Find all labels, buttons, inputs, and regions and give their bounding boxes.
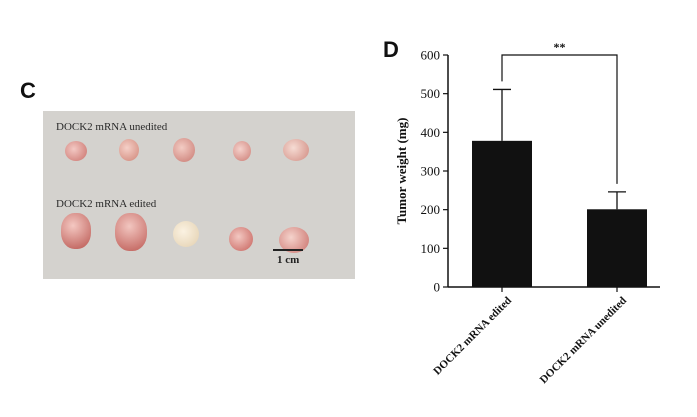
bar <box>587 209 647 287</box>
tumor-edited-1 <box>61 213 91 249</box>
tumor-unedited-4 <box>233 141 251 161</box>
edited-row-label: DOCK2 mRNA edited <box>56 198 157 210</box>
scale-bar-label: 1 cm <box>277 254 300 266</box>
panel-c-label: C <box>20 78 36 103</box>
y-tick-label: 200 <box>421 202 441 217</box>
y-tick-label: 500 <box>421 86 441 101</box>
y-tick-label: 400 <box>421 125 441 140</box>
tumor-unedited-5 <box>283 139 309 161</box>
tumor-edited-5 <box>279 227 309 253</box>
tumor-photo: DOCK2 mRNA unedited DOCK2 mRNA edited 1 … <box>43 111 355 279</box>
significance-bracket <box>501 54 618 184</box>
y-axis-title: Tumor weight (mg) <box>394 118 409 225</box>
y-tick-label: 600 <box>421 48 441 63</box>
tumor-unedited-2 <box>119 139 139 161</box>
tumor-edited-3 <box>173 221 199 247</box>
tumor-unedited-3 <box>173 138 195 162</box>
y-tick-label: 100 <box>421 241 441 256</box>
tumor-edited-2 <box>115 213 147 251</box>
y-tick-label: 0 <box>434 280 441 295</box>
panel-d-label: D <box>383 37 399 62</box>
x-tick-label: DOCK2 mRNA unedited <box>538 295 629 386</box>
y-tick-label: 300 <box>421 164 441 179</box>
tumor-edited-4 <box>229 227 253 251</box>
x-tick-label: DOCK2 mRNA edited <box>431 295 514 378</box>
significance-label: ** <box>554 40 566 54</box>
bar <box>472 140 532 287</box>
scale-bar <box>273 249 303 251</box>
tumor-unedited-1 <box>65 141 87 161</box>
unedited-row-label: DOCK2 mRNA unedited <box>56 121 168 133</box>
